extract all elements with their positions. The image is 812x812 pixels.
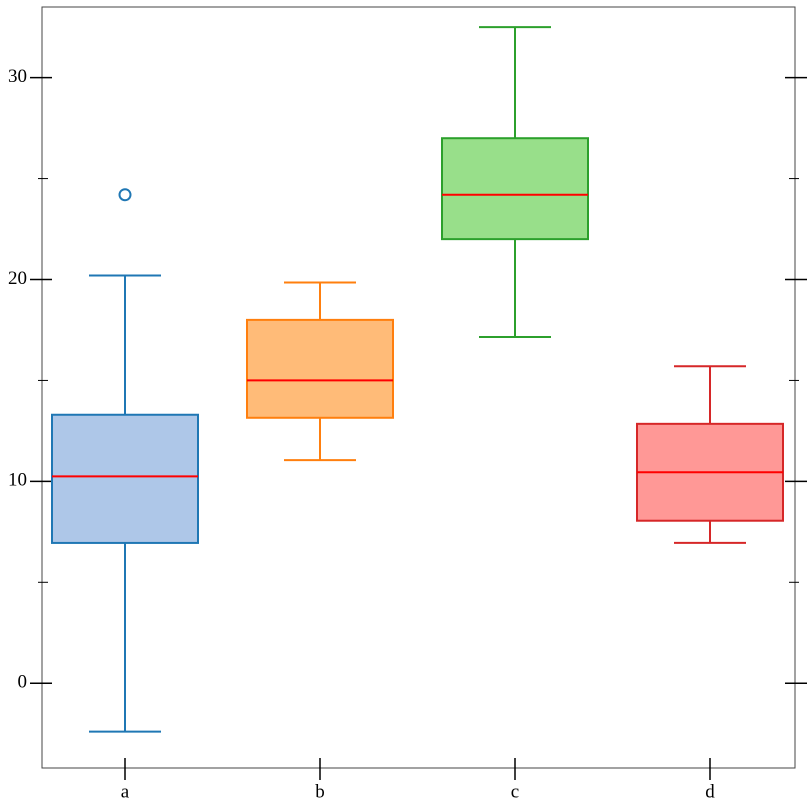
box bbox=[246, 318, 394, 419]
plot-frame bbox=[41, 6, 796, 769]
y-tick-label: 0 bbox=[18, 672, 28, 693]
x-tick-label: d bbox=[705, 781, 715, 802]
y-tick-label: 10 bbox=[8, 470, 27, 491]
x-tick-label: c bbox=[511, 781, 519, 802]
y-tick-label: 30 bbox=[8, 66, 27, 87]
y-tick-label: 20 bbox=[8, 268, 27, 289]
box bbox=[441, 137, 589, 241]
outlier bbox=[118, 188, 132, 202]
x-tick-label: b bbox=[315, 781, 325, 802]
box bbox=[51, 413, 199, 544]
x-tick-label: a bbox=[121, 781, 130, 802]
